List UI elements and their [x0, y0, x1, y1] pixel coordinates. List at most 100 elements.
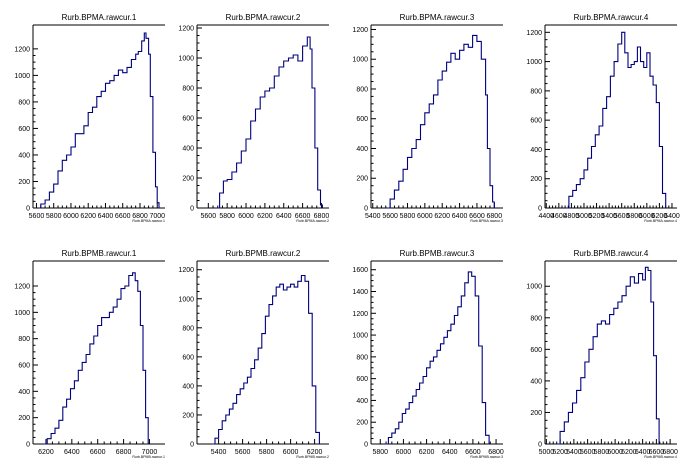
x-tick-label: 6800: [487, 213, 503, 220]
histogram-bin: [226, 415, 230, 444]
histogram-bin: [219, 429, 223, 444]
x-tick-label: 6600: [295, 213, 311, 220]
histogram-bin: [625, 53, 628, 208]
y-tick-label: 800: [18, 99, 30, 106]
x-tick-label: 5800: [259, 449, 275, 456]
histogram-bin: [75, 134, 79, 208]
chart-title: Rurb.BPMA.rawcur.3: [400, 13, 475, 22]
histogram-bin: [437, 350, 440, 444]
histogram-bin: [581, 378, 585, 444]
histogram-bin: [573, 403, 577, 444]
histogram-bin: [305, 281, 309, 444]
histogram-bin: [237, 163, 242, 208]
histogram-bin: [599, 126, 603, 208]
title-box: [381, 245, 491, 259]
histogram-bin: [138, 291, 141, 444]
histogram-bin: [447, 331, 450, 444]
histogram-bin: [74, 381, 78, 444]
x-tick-label: 6200: [307, 449, 323, 456]
y-tick-label: 800: [530, 315, 542, 322]
x-tick-label: 6200: [38, 449, 54, 456]
histogram-bin: [458, 307, 461, 444]
y-tick-label: 200: [530, 176, 542, 183]
y-tick-label: 400: [356, 398, 368, 405]
histogram-bin: [222, 421, 226, 444]
histogram-bin: [55, 428, 59, 444]
histogram-bin: [641, 62, 644, 208]
x-tick-label: 6600: [465, 449, 481, 456]
histogram-bin: [223, 181, 227, 208]
histogram-bin: [93, 107, 97, 208]
y-tick-label: 800: [530, 88, 542, 95]
histogram-bin: [595, 135, 599, 208]
histogram-bin: [88, 113, 92, 208]
histogram-bin: [247, 377, 251, 444]
histogram-bin: [392, 433, 395, 444]
histogram-bin: [101, 91, 105, 208]
x-tick-label: 5800: [372, 449, 388, 456]
chart-title: Rurb.BPMB.rawcur.1: [62, 249, 137, 258]
x-tick-label: 6000: [396, 449, 412, 456]
histogram-bin: [460, 50, 464, 208]
histogram-bin: [273, 296, 277, 444]
histogram-bin: [585, 362, 589, 444]
histogram-bin: [260, 97, 265, 208]
histogram-bin: [303, 46, 308, 208]
histogram-bin: [71, 389, 75, 444]
y-tick-label: 200: [530, 410, 542, 417]
histogram-bin: [606, 324, 610, 444]
histogram-bin: [288, 58, 293, 208]
histogram-bin: [105, 318, 109, 444]
y-tick-label: 1200: [352, 311, 368, 318]
x-tick-label: 6000: [417, 213, 433, 220]
y-tick-label: 200: [18, 415, 30, 422]
histogram-bin: [634, 283, 638, 444]
x-tick-label: 6400: [635, 449, 651, 456]
histogram-bin: [140, 326, 143, 444]
histogram-bin: [310, 49, 312, 208]
histogram-bin: [98, 326, 102, 444]
histogram-bin: [622, 32, 625, 208]
histogram-bin: [425, 113, 429, 208]
x-tick-label: 6800: [116, 449, 132, 456]
histogram-bin: [416, 390, 419, 444]
x-tick-label: 5600: [614, 213, 630, 220]
histogram-panel: Rurb.BPMA.rawcur.2 0 200 400 600 800 1000 1200 5…: [178, 9, 329, 223]
x-tick-label: 6400: [64, 449, 80, 456]
x-tick-label: 4400: [538, 213, 554, 220]
y-tick-label: 1400: [352, 289, 368, 296]
y-tick-label: 600: [530, 118, 542, 125]
x-tick-label: 5400: [601, 213, 617, 220]
histogram-bin: [125, 286, 129, 444]
histogram-bin: [94, 336, 98, 444]
histogram-bin: [421, 125, 425, 208]
histogram-bin: [127, 67, 131, 208]
histogram-panel: Rurb.BPMA.rawcur.3 0 200 400 600 800 1000 1200 5…: [352, 9, 503, 223]
title-box: [381, 9, 491, 23]
histogram-series: [565, 31, 667, 209]
histogram-bin: [447, 62, 451, 208]
title-box: [207, 245, 317, 259]
x-tick-label: 6000: [283, 449, 299, 456]
histogram-bin: [406, 409, 409, 444]
histogram-bin: [564, 422, 568, 444]
histogram-bin: [67, 155, 71, 208]
x-tick-label: 5800: [219, 213, 235, 220]
y-tick-label: 1000: [526, 59, 542, 66]
x-tick-label: 6400: [98, 213, 114, 220]
histogram-bin: [63, 407, 67, 444]
chart-title: Rurb.BPMA.rawcur.2: [226, 13, 301, 22]
histogram-bin: [265, 91, 270, 208]
histogram-bin: [610, 76, 614, 208]
y-tick-label: 400: [182, 146, 194, 153]
histogram-bin: [114, 75, 118, 208]
histogram-bin: [413, 396, 416, 444]
histogram-bin: [294, 287, 298, 444]
y-tick-label: 1200: [178, 267, 194, 274]
histogram-bin: [634, 62, 637, 208]
y-tick-label: 1200: [526, 30, 542, 37]
x-tick-label: 5000: [539, 449, 555, 456]
histogram-bin: [584, 170, 588, 208]
x-tick-label: 5800: [400, 213, 416, 220]
histogram-bin: [568, 412, 572, 444]
